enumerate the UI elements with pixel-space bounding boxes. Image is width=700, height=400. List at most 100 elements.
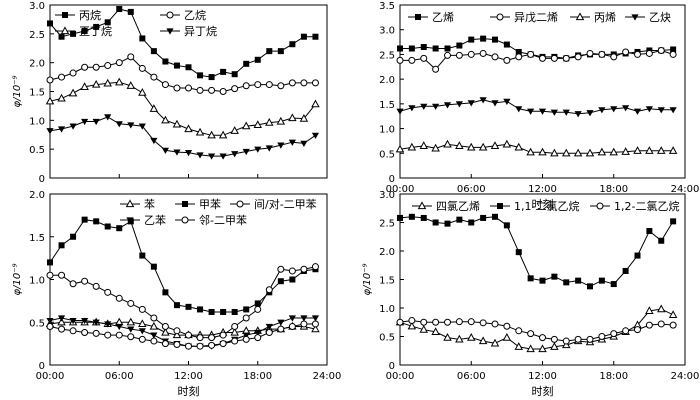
data-point [104, 288, 112, 296]
data-point [444, 220, 451, 227]
x-tick-label: 18:00 [599, 184, 628, 195]
data-point [300, 265, 308, 273]
data-point [300, 79, 308, 87]
data-point [456, 216, 463, 223]
data-point [254, 334, 262, 342]
y-tick-label: 3.5 [379, 1, 395, 12]
data-point [57, 126, 66, 133]
data-point [550, 109, 558, 116]
data-point [526, 344, 535, 353]
series-line [400, 49, 674, 71]
data-point [219, 340, 227, 348]
data-point [503, 322, 511, 330]
legend-label: 苯 [144, 197, 155, 211]
data-point [115, 77, 124, 86]
data-point [467, 333, 476, 341]
data-point [597, 147, 607, 156]
data-point [92, 319, 100, 326]
data-point [242, 335, 250, 343]
y-tick-label: 1.5 [29, 233, 45, 244]
data-point [502, 139, 512, 148]
data-point [480, 214, 487, 221]
legend-marker [236, 200, 244, 208]
data-point [81, 63, 89, 71]
data-point [432, 65, 440, 73]
legend-marker [415, 14, 421, 20]
data-point [478, 336, 488, 345]
data-point [46, 271, 54, 279]
data-point [241, 121, 251, 130]
data-point [173, 302, 180, 309]
data-point [126, 81, 136, 89]
data-point [277, 325, 285, 333]
data-point [115, 294, 123, 302]
data-point [526, 147, 535, 156]
data-point [562, 148, 571, 157]
data-point [527, 108, 535, 115]
data-point [138, 328, 146, 335]
data-point [138, 123, 146, 130]
data-point [311, 99, 320, 108]
data-point [266, 48, 273, 55]
data-point [81, 329, 89, 337]
data-point [57, 315, 66, 322]
data-point [138, 88, 147, 96]
data-point [657, 304, 666, 313]
data-point [311, 320, 319, 328]
y-tick-label: 2.0 [29, 190, 45, 201]
data-point [668, 310, 678, 318]
data-point [208, 74, 215, 81]
data-point [657, 320, 665, 328]
legend-label: 邻-二甲苯 [199, 213, 247, 227]
data-point [420, 318, 428, 326]
x-tick-label: 24:00 [671, 184, 700, 195]
data-point [231, 308, 238, 315]
data-point [80, 82, 89, 90]
data-point [657, 107, 665, 114]
data-point [574, 53, 582, 61]
data-point [242, 148, 250, 156]
data-point [455, 101, 463, 108]
data-point [149, 321, 159, 330]
data-point [92, 282, 100, 290]
series-line [399, 99, 674, 115]
series-line [49, 116, 316, 157]
data-point [492, 213, 498, 220]
data-point [573, 148, 583, 157]
data-point [312, 33, 319, 40]
data-point [104, 331, 112, 339]
data-point [289, 276, 296, 283]
data-point [634, 252, 641, 259]
data-point [265, 329, 273, 337]
data-point [468, 219, 475, 226]
data-point [115, 323, 123, 331]
y-tick-label: 1.5 [29, 88, 45, 99]
data-point [149, 104, 159, 112]
y-tick-label: 0.5 [29, 145, 45, 156]
data-point [288, 323, 296, 331]
y-tick-label: 0.5 [29, 318, 45, 329]
series-halocarbons-2 [396, 317, 677, 345]
data-point [126, 317, 136, 326]
data-point [299, 113, 309, 122]
series-alkenes-1 [396, 46, 677, 73]
x-tick-label: 12:00 [528, 184, 557, 195]
series-line [49, 219, 316, 313]
data-point [490, 338, 500, 347]
data-point [173, 62, 180, 69]
data-point [127, 326, 135, 333]
data-point [46, 76, 54, 84]
data-point [185, 84, 192, 92]
legend-marker [417, 201, 427, 210]
x-tick-label: 12:00 [528, 371, 557, 382]
data-point [514, 142, 523, 151]
x-tick-label: 24:00 [313, 371, 342, 382]
data-point [408, 213, 415, 220]
data-point [230, 327, 239, 336]
data-point [622, 48, 630, 56]
data-point [231, 151, 239, 158]
data-point [127, 53, 135, 61]
data-point [669, 321, 677, 329]
data-point [138, 319, 147, 328]
